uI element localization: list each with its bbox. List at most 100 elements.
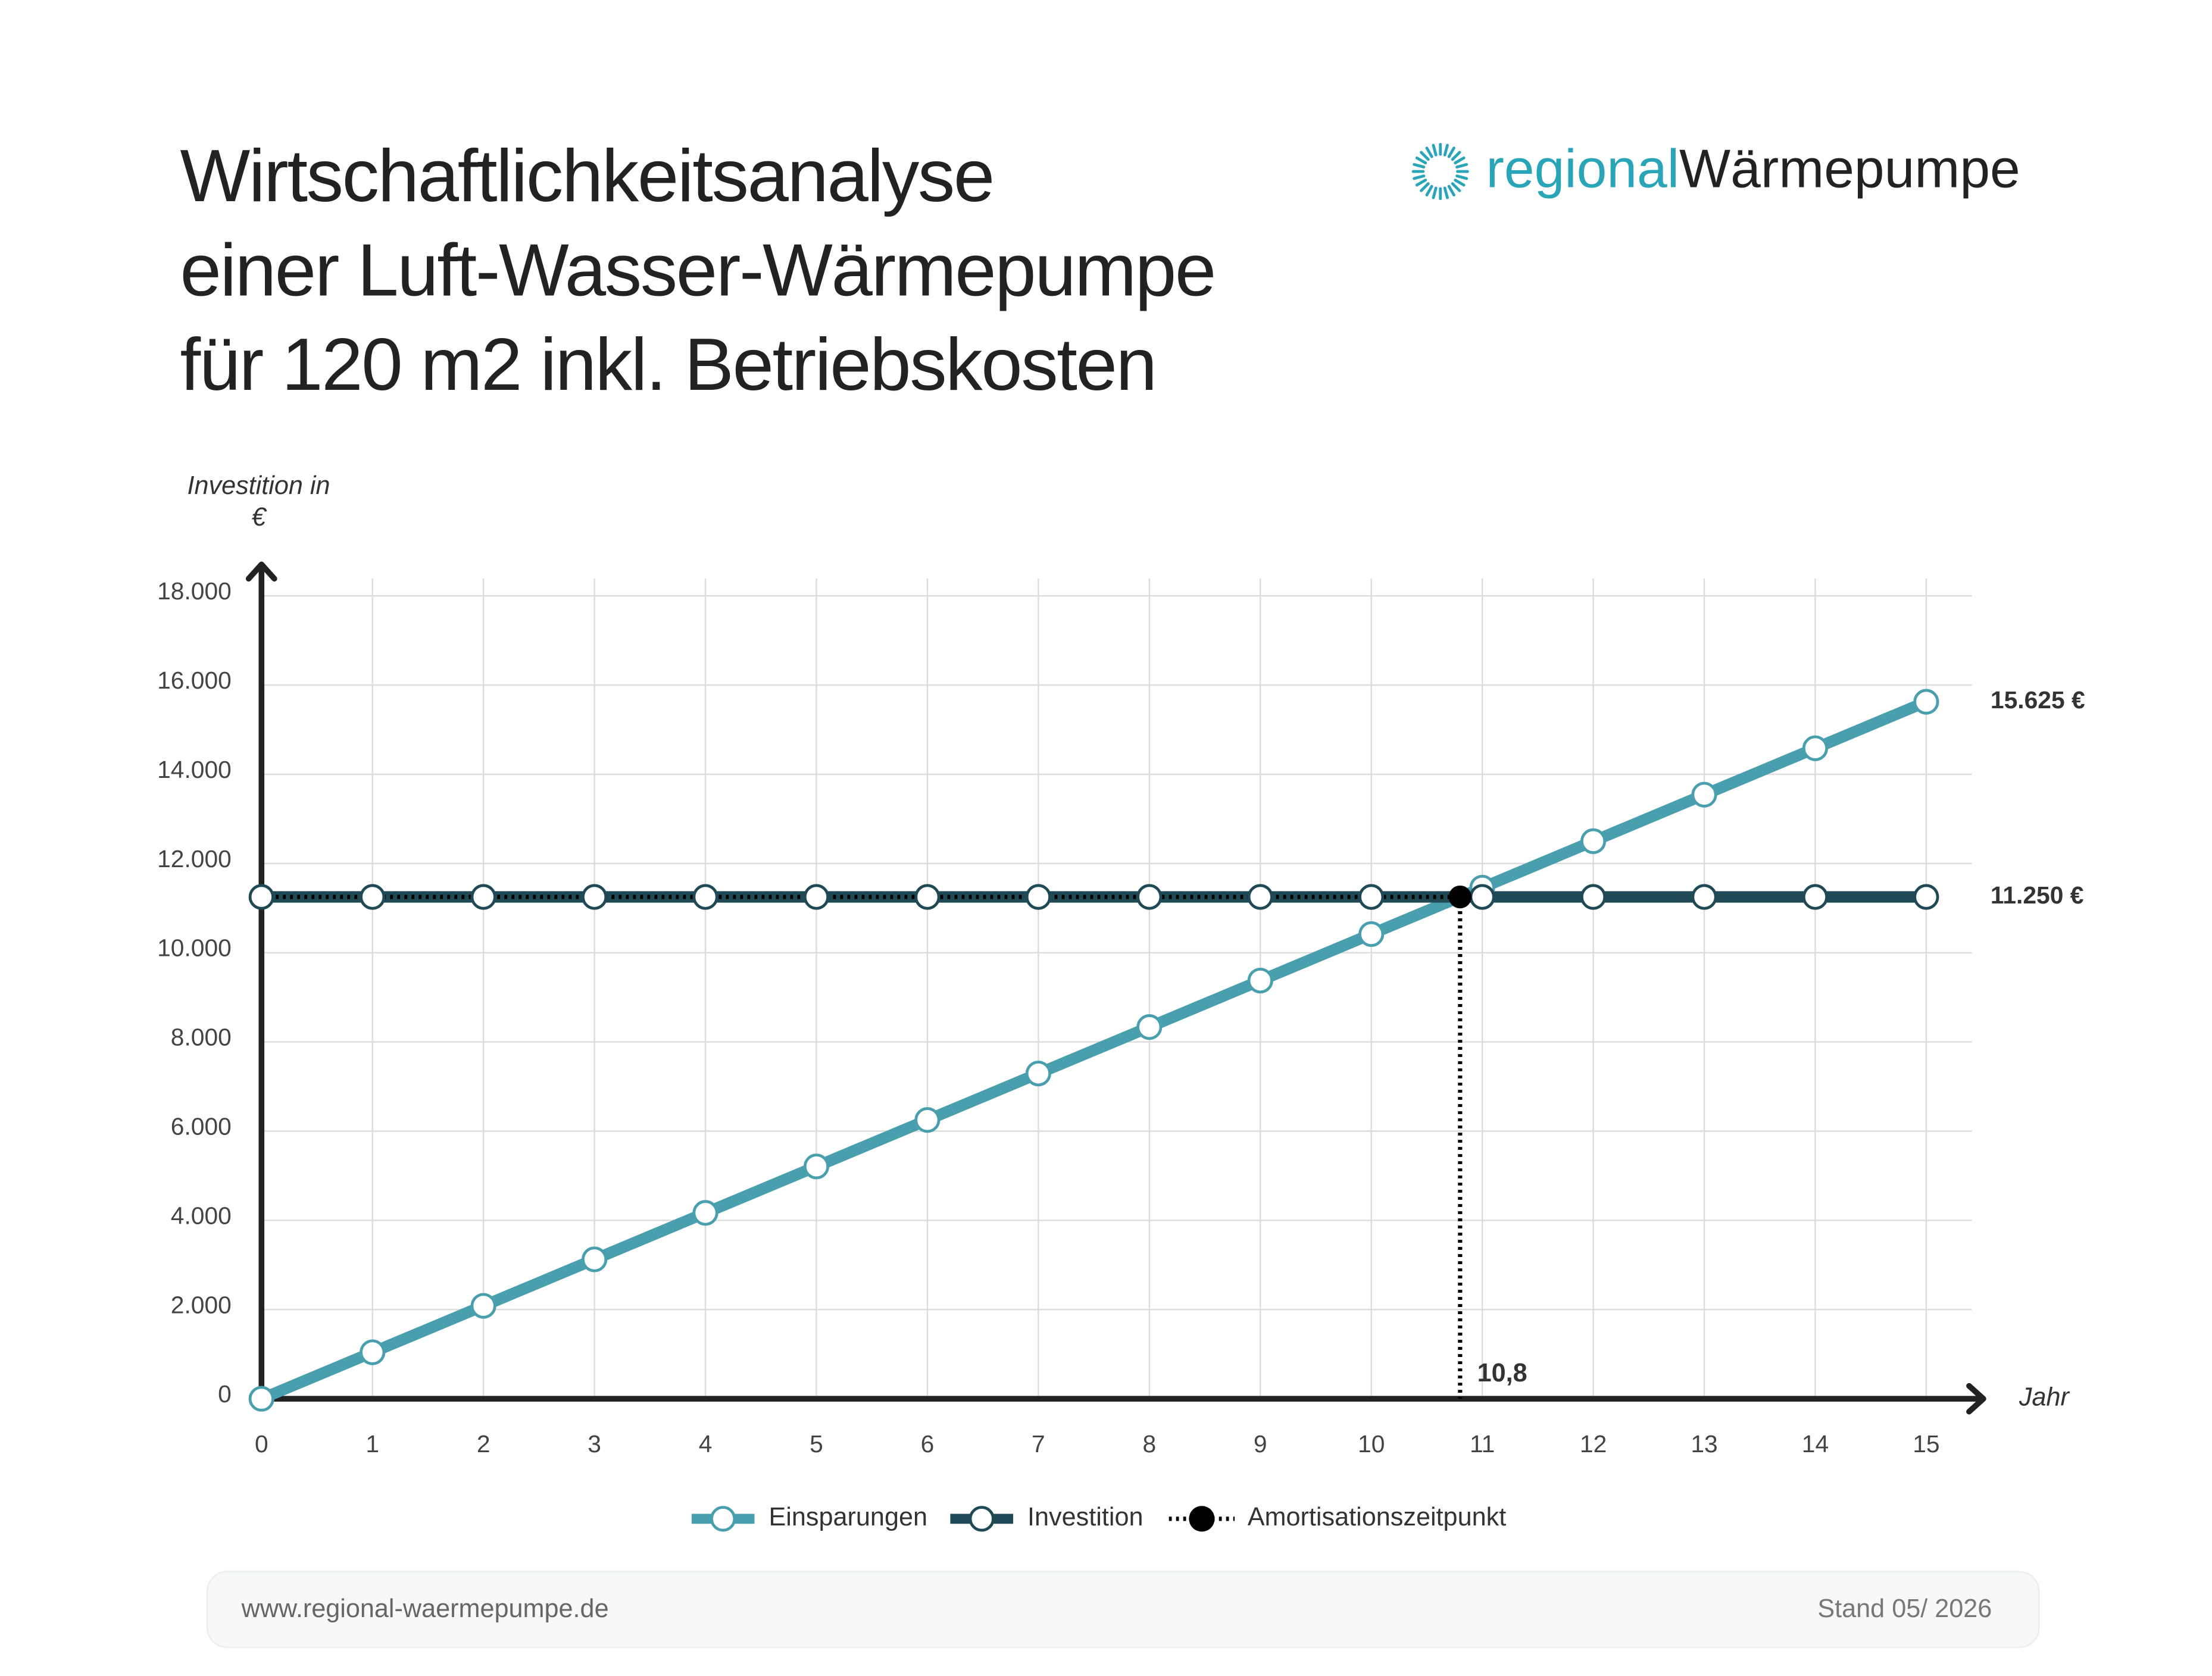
x-tick-label: 2 — [477, 1430, 490, 1458]
data-point — [1691, 884, 1717, 910]
logo-ray — [1413, 162, 1426, 169]
x-tick-label: 8 — [1142, 1430, 1156, 1458]
data-point — [1802, 735, 1829, 761]
x-tick-label: 3 — [588, 1430, 601, 1458]
x-tick-label: 13 — [1691, 1430, 1717, 1458]
logo-ray — [1420, 182, 1430, 192]
data-point — [1691, 781, 1717, 808]
chart-title: Wirtschaftlichkeitsanalyse — [180, 135, 993, 217]
logo-ray — [1451, 182, 1461, 192]
data-point — [1136, 1014, 1163, 1040]
y-axis-label: Investition in — [187, 471, 330, 500]
logo-ray — [1425, 146, 1433, 158]
data-point — [360, 884, 386, 910]
data-point — [692, 1200, 718, 1226]
end-label: 11.250 € — [1991, 881, 2084, 909]
data-point — [1358, 884, 1385, 910]
data-point — [1469, 884, 1495, 910]
y-tick-label: 12.000 — [157, 845, 232, 873]
data-point — [360, 1339, 386, 1365]
data-point — [582, 884, 608, 910]
logo-ray — [1415, 179, 1427, 187]
logo-ray — [1432, 186, 1438, 199]
x-tick-label: 7 — [1032, 1430, 1045, 1458]
y-tick-label: 4.000 — [171, 1202, 232, 1229]
y-axis-arrow — [245, 561, 277, 582]
x-axis-label: Jahr — [2019, 1383, 2070, 1412]
footer-box — [206, 1571, 2040, 1649]
data-point — [1802, 884, 1829, 910]
legend-marker — [968, 1506, 995, 1532]
legend-label: Investition — [1027, 1503, 1143, 1531]
y-axis-label: € — [251, 503, 267, 531]
y-tick-label: 0 — [218, 1380, 232, 1408]
x-tick-label: 0 — [255, 1430, 268, 1458]
logo-ray — [1415, 156, 1427, 165]
data-point — [248, 884, 274, 910]
logo-ray — [1443, 186, 1449, 199]
x-axis-arrow — [1966, 1383, 1986, 1415]
y-tick-label: 14.000 — [157, 756, 232, 783]
chart-title: für 120 m2 inkl. Betriebskosten — [180, 323, 1155, 406]
x-tick-label: 12 — [1580, 1430, 1607, 1458]
logo-ray — [1455, 162, 1469, 169]
logo-ray — [1454, 179, 1466, 187]
logo-ray — [1425, 185, 1433, 197]
x-tick-label: 5 — [810, 1430, 823, 1458]
data-point — [582, 1246, 608, 1272]
y-tick-label: 18.000 — [157, 577, 232, 605]
legend-label: Amortisationszeitpunkt — [1248, 1503, 1506, 1531]
data-point — [692, 884, 718, 910]
data-point — [1358, 921, 1385, 948]
logo-ray — [1413, 174, 1426, 180]
footer-url: www.regional-waermepumpe.de — [241, 1594, 609, 1623]
x-tick-label: 10 — [1358, 1430, 1385, 1458]
logo-ray — [1443, 143, 1449, 157]
legend-marker — [710, 1506, 736, 1532]
y-tick-label: 10.000 — [157, 934, 232, 962]
breakeven-label: 10,8 — [1477, 1359, 1527, 1387]
x-tick-label: 6 — [921, 1430, 935, 1458]
data-point — [1913, 689, 1939, 715]
logo-ray — [1420, 151, 1430, 161]
logo-ray — [1454, 156, 1466, 165]
x-tick-label: 11 — [1470, 1430, 1495, 1458]
y-tick-label: 2.000 — [171, 1291, 232, 1318]
logo-ray — [1447, 185, 1455, 197]
logo-ray — [1447, 146, 1455, 158]
y-tick-label: 8.000 — [171, 1024, 232, 1051]
footer-date: Stand 05/ 2026 — [1817, 1594, 1992, 1623]
logo-ray — [1432, 143, 1438, 157]
end-label: 15.625 € — [1991, 686, 2085, 714]
data-point — [470, 1293, 496, 1319]
brand-part: Wärmepumpe — [1679, 139, 2020, 199]
x-tick-label: 9 — [1254, 1430, 1267, 1458]
x-tick-label: 15 — [1913, 1430, 1939, 1458]
chart-title: einer Luft-Wasser-Wärmepumpe — [180, 229, 1214, 311]
logo-ray — [1455, 174, 1469, 180]
data-point — [1580, 884, 1607, 910]
data-point — [1025, 1061, 1051, 1087]
data-point — [1580, 828, 1607, 854]
x-tick-label: 1 — [365, 1430, 379, 1458]
data-point — [803, 1153, 830, 1180]
data-point — [1136, 884, 1163, 910]
legend-label: Einsparungen — [768, 1503, 927, 1531]
x-tick-label: 4 — [699, 1430, 713, 1458]
legend-marker — [1189, 1506, 1215, 1532]
data-point — [1247, 967, 1273, 994]
data-point — [470, 884, 496, 910]
logo-ray — [1451, 151, 1461, 161]
y-tick-label: 6.000 — [171, 1112, 232, 1140]
y-tick-label: 16.000 — [157, 667, 232, 694]
data-point — [914, 884, 941, 910]
data-point — [1025, 884, 1051, 910]
data-point — [914, 1107, 941, 1133]
data-point — [248, 1386, 274, 1412]
series-line — [259, 696, 1929, 1405]
brand: regionalWärmepumpe — [1486, 139, 2020, 199]
data-point — [1913, 884, 1939, 910]
brand-part: regional — [1486, 139, 1680, 199]
